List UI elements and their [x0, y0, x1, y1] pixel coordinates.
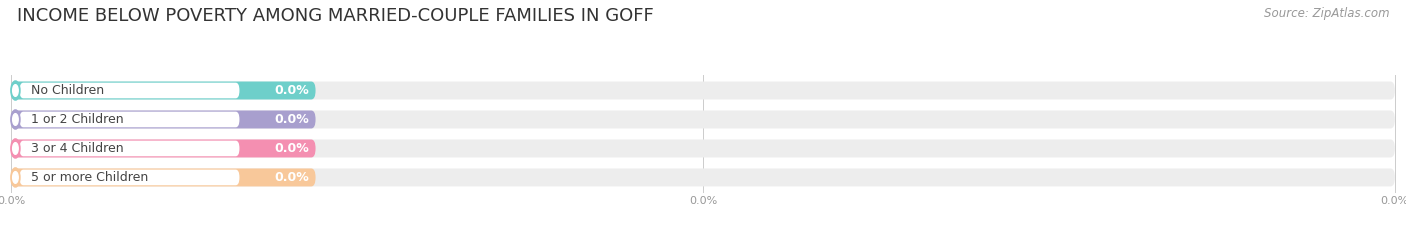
FancyBboxPatch shape — [11, 168, 1395, 186]
FancyBboxPatch shape — [11, 82, 1395, 99]
Text: 1 or 2 Children: 1 or 2 Children — [31, 113, 124, 126]
Text: 5 or more Children: 5 or more Children — [31, 171, 148, 184]
Text: 0.0%: 0.0% — [274, 171, 309, 184]
Text: 0.0%: 0.0% — [274, 113, 309, 126]
FancyBboxPatch shape — [11, 82, 315, 99]
Circle shape — [13, 85, 18, 96]
FancyBboxPatch shape — [11, 110, 1395, 128]
Text: 3 or 4 Children: 3 or 4 Children — [31, 142, 124, 155]
Text: 0.0%: 0.0% — [274, 142, 309, 155]
Text: 0.0%: 0.0% — [274, 84, 309, 97]
Text: No Children: No Children — [31, 84, 104, 97]
FancyBboxPatch shape — [11, 110, 315, 128]
FancyBboxPatch shape — [20, 141, 239, 156]
Circle shape — [11, 139, 20, 158]
Circle shape — [13, 143, 18, 154]
FancyBboxPatch shape — [11, 140, 1395, 158]
FancyBboxPatch shape — [20, 170, 239, 185]
Circle shape — [11, 168, 20, 187]
FancyBboxPatch shape — [20, 112, 239, 127]
FancyBboxPatch shape — [20, 83, 239, 98]
Circle shape — [13, 114, 18, 125]
Circle shape — [13, 172, 18, 183]
Text: INCOME BELOW POVERTY AMONG MARRIED-COUPLE FAMILIES IN GOFF: INCOME BELOW POVERTY AMONG MARRIED-COUPL… — [17, 7, 654, 25]
FancyBboxPatch shape — [11, 168, 315, 186]
Text: Source: ZipAtlas.com: Source: ZipAtlas.com — [1264, 7, 1389, 20]
Circle shape — [11, 110, 20, 129]
Circle shape — [11, 81, 20, 100]
FancyBboxPatch shape — [11, 140, 315, 158]
